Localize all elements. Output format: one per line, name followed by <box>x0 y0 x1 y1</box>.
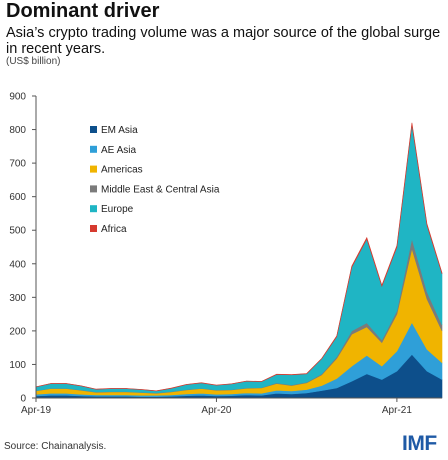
y-tick-label: 200 <box>9 326 26 337</box>
legend-label: Africa <box>101 224 127 235</box>
y-tick-label: 600 <box>9 192 26 203</box>
source-note: Source: Chainanalysis. <box>4 441 107 452</box>
imf-logo: IMF <box>402 432 437 455</box>
legend-swatch <box>90 185 97 193</box>
legend-label: Middle East & Central Asia <box>101 184 220 195</box>
y-tick-label: 700 <box>9 159 26 170</box>
legend-swatch <box>90 145 97 153</box>
legend-label: EM Asia <box>101 125 138 136</box>
y-tick-label: 400 <box>9 259 26 270</box>
y-tick-label: 0 <box>20 394 26 405</box>
legend-label: AE Asia <box>101 145 136 156</box>
chart-title: Dominant driver <box>6 0 160 22</box>
y-tick-label: 100 <box>9 360 26 371</box>
y-tick-label: 800 <box>9 125 26 136</box>
axes: 0 100 200 300 400 500 600 700 800 900 Apr-19 Apr-20… <box>9 92 442 416</box>
stacked-area-chart: 0 100 200 300 400 500 600 700 800 900 Apr-19 Apr-20… <box>9 92 443 416</box>
area-layers <box>35 122 443 399</box>
area-series-africa <box>35 122 443 392</box>
legend-swatch <box>90 126 97 133</box>
legend-label: Americas <box>101 165 143 176</box>
x-tick-label: Apr-19 <box>21 405 51 416</box>
legend-label: Europe <box>101 204 134 215</box>
chart-subtitle: Asia’s crypto trading volume was a major… <box>6 25 441 57</box>
legend: EM Asia AE Asia Americas Middle East & Cent… <box>90 125 220 235</box>
y-tick-label: 900 <box>9 92 26 103</box>
x-tick-label: Apr-20 <box>201 405 231 416</box>
y-tick-label: 500 <box>9 226 26 237</box>
y-tick-label: 300 <box>9 293 26 304</box>
legend-swatch <box>90 165 97 173</box>
legend-swatch <box>90 225 97 232</box>
unit-label: (US$ billion) <box>6 56 61 67</box>
x-tick-label: Apr-21 <box>382 405 412 416</box>
legend-swatch <box>90 205 97 213</box>
